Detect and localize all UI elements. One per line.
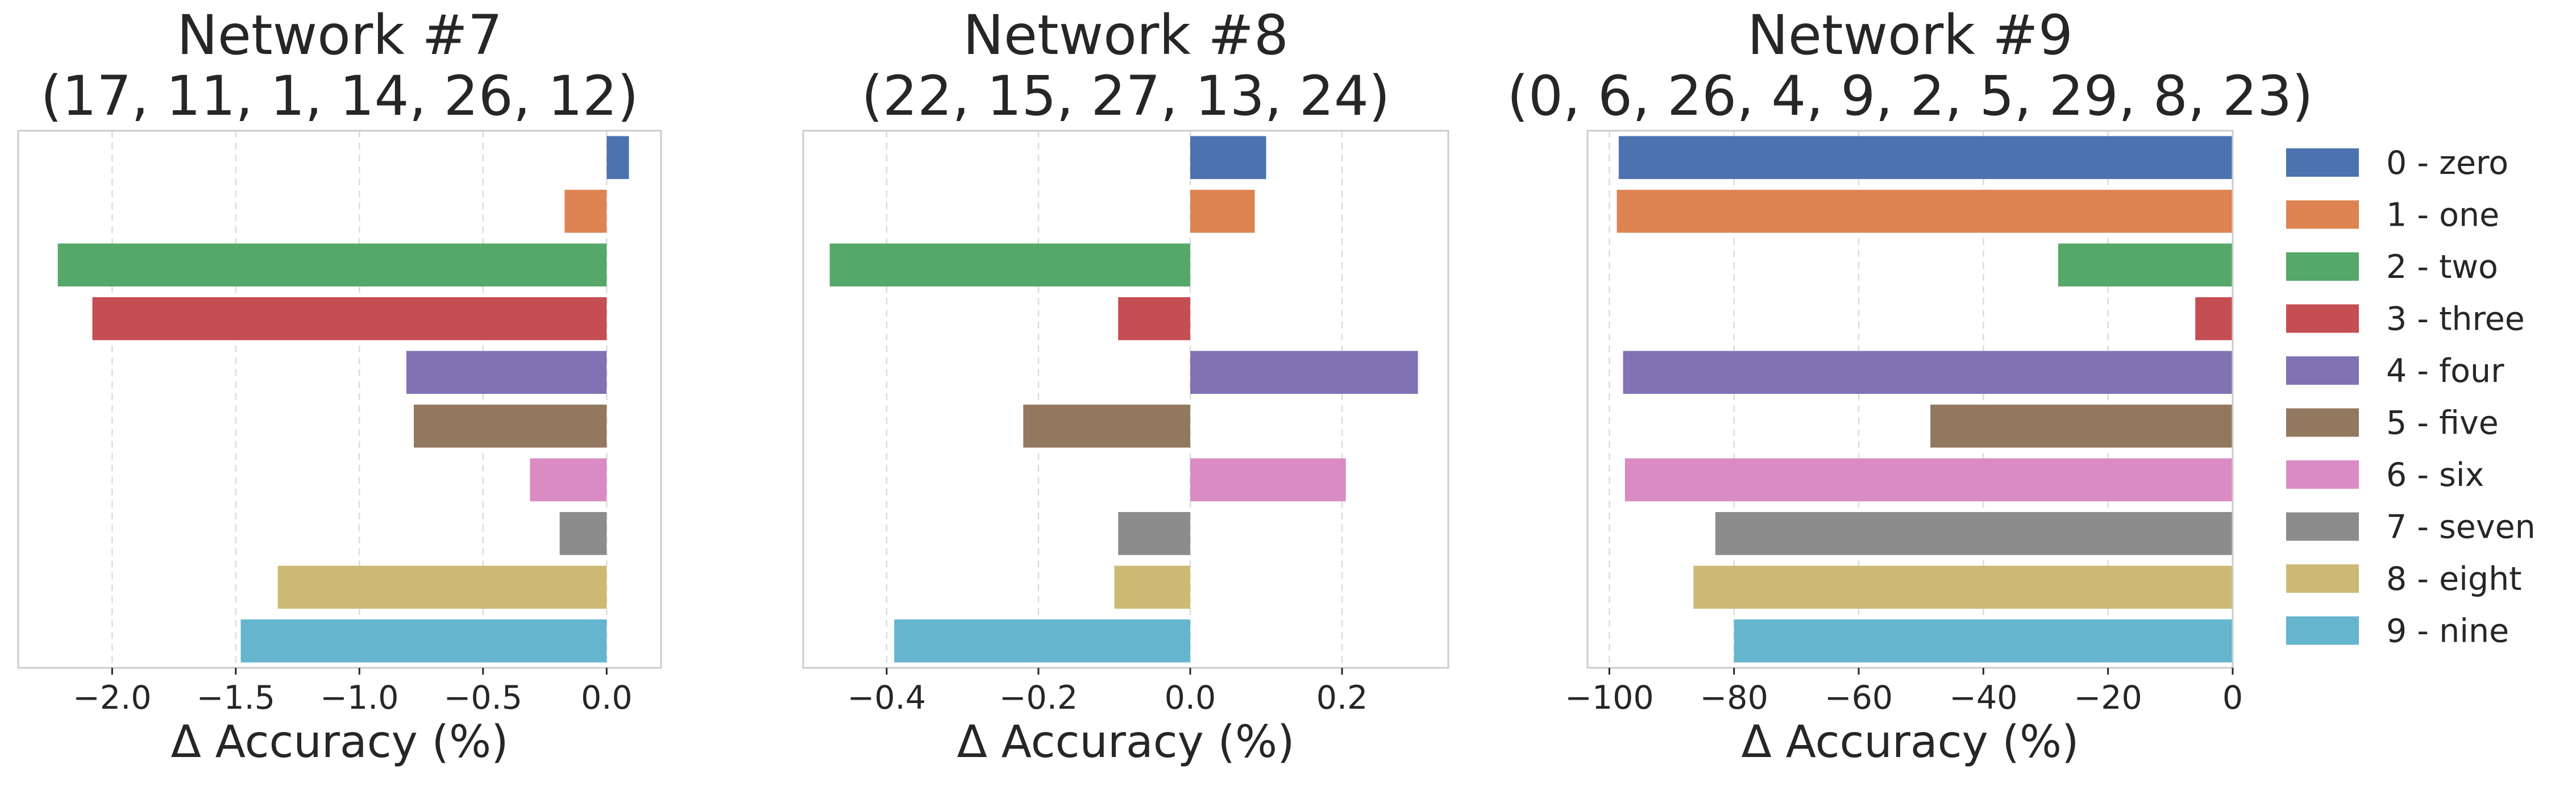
x-tick-label: −80 bbox=[1700, 679, 1768, 717]
legend-label: 3 - three bbox=[2386, 301, 2525, 338]
bar-1 bbox=[564, 189, 607, 233]
bar-7 bbox=[1118, 511, 1190, 555]
legend-label: 1 - one bbox=[2386, 197, 2499, 234]
bar-2 bbox=[57, 243, 607, 287]
x-axis-label: Δ Accuracy (%) bbox=[957, 717, 1294, 768]
bar-4 bbox=[1623, 351, 2233, 394]
bar-5 bbox=[1930, 404, 2233, 448]
legend-swatch bbox=[2286, 512, 2359, 541]
legend-label: 0 - zero bbox=[2386, 144, 2508, 182]
legend-swatch bbox=[2286, 616, 2359, 645]
legend-label: 7 - seven bbox=[2386, 509, 2536, 546]
legend-swatch bbox=[2286, 148, 2359, 177]
x-tick-label: −1.0 bbox=[320, 679, 398, 717]
x-tick-label: 0.2 bbox=[1316, 679, 1368, 717]
axes-frame bbox=[1586, 130, 2234, 669]
axes-frame bbox=[17, 130, 662, 669]
bar-3 bbox=[92, 297, 607, 340]
bar-6 bbox=[1190, 458, 1346, 502]
x-tick-label: 0 bbox=[2222, 679, 2243, 717]
legend-label: 2 - two bbox=[2386, 248, 2498, 286]
bar-0 bbox=[606, 136, 629, 180]
bar-8 bbox=[1693, 565, 2233, 609]
x-tick-label: −40 bbox=[1949, 679, 2017, 717]
chart-panels: −2.0 −1.5 −1.0 −0.5 0.0Δ Accuracy (%)Network… bbox=[17, 3, 2313, 768]
legend-swatch bbox=[2286, 460, 2359, 489]
legend-label: 6 - six bbox=[2386, 456, 2484, 494]
legend-swatch bbox=[2286, 252, 2359, 281]
legend-swatch bbox=[2286, 356, 2359, 385]
x-tick-label: −20 bbox=[2074, 679, 2142, 717]
bar-7 bbox=[1715, 511, 2233, 555]
legend-label: 4 - four bbox=[2386, 352, 2504, 390]
bar-4 bbox=[406, 351, 607, 394]
bar-0 bbox=[1618, 136, 2233, 180]
bar-6 bbox=[1624, 458, 2233, 502]
bar-8 bbox=[1114, 565, 1190, 609]
axes-frame bbox=[802, 130, 1449, 669]
chart-title-line-2: (17, 11, 1, 14, 26, 12) bbox=[41, 64, 639, 128]
bar-1 bbox=[1190, 189, 1255, 233]
bar-8 bbox=[277, 565, 607, 609]
legend-label: 5 - five bbox=[2386, 405, 2499, 442]
bar-5 bbox=[1023, 404, 1190, 448]
bar-0 bbox=[1190, 136, 1266, 180]
x-tick-label: −0.5 bbox=[444, 679, 522, 717]
legend-label: 9 - nine bbox=[2386, 613, 2509, 650]
chart-title-line-1: Network #7 bbox=[177, 3, 502, 67]
x-tick-label: −1.5 bbox=[197, 679, 275, 717]
chart-title-line-1: Network #9 bbox=[1747, 3, 2073, 67]
panel-network-0: −2.0 −1.5 −1.0 −0.5 0.0 Δ Accuracy (%) Network… bbox=[17, 3, 662, 768]
legend: 0 - zero 1 - one 2 - two 3 - three 4 - four 5… bbox=[2286, 144, 2536, 650]
bar-4 bbox=[1190, 351, 1418, 394]
x-tick-label: −2.0 bbox=[73, 679, 151, 717]
bar-6 bbox=[530, 458, 607, 502]
chart-title-line-2: (0, 6, 26, 4, 9, 2, 5, 29, 8, 23) bbox=[1507, 64, 2313, 128]
panel-network-2: −100 −80 −60 −40 −20 0 Δ Accuracy (%) Network #… bbox=[1507, 3, 2313, 768]
bar-3 bbox=[2195, 297, 2233, 340]
bar-9 bbox=[894, 619, 1190, 663]
chart-title-line-2: (22, 15, 27, 13, 24) bbox=[862, 64, 1390, 128]
bar-5 bbox=[414, 404, 607, 448]
panel-network-1: −0.4 −0.2 0.0 0.2 Δ Accuracy (%) Network #8(2… bbox=[802, 3, 1449, 768]
x-tick-label: 0.0 bbox=[1165, 679, 1216, 717]
x-tick-label: −100 bbox=[1565, 679, 1654, 717]
bar-7 bbox=[559, 511, 607, 555]
bar-3 bbox=[1118, 297, 1190, 340]
x-axis-label: Δ Accuracy (%) bbox=[1741, 717, 2079, 768]
legend-swatch bbox=[2286, 200, 2359, 229]
bar-9 bbox=[1734, 619, 2233, 663]
x-tick-label: −60 bbox=[1825, 679, 1893, 717]
bar-2 bbox=[829, 243, 1190, 287]
legend-swatch bbox=[2286, 304, 2359, 333]
x-tick-label: −0.4 bbox=[847, 679, 926, 717]
x-tick-label: 0.0 bbox=[581, 679, 633, 717]
chart-title-line-1: Network #8 bbox=[963, 3, 1289, 67]
legend-label: 8 - eight bbox=[2386, 560, 2522, 598]
legend-swatch bbox=[2286, 408, 2359, 437]
legend-swatch bbox=[2286, 564, 2359, 593]
bar-1 bbox=[1617, 189, 2233, 233]
bar-9 bbox=[240, 619, 607, 663]
bar-2 bbox=[2058, 243, 2233, 287]
x-tick-label: −0.2 bbox=[999, 679, 1078, 717]
x-axis-label: Δ Accuracy (%) bbox=[171, 717, 508, 768]
